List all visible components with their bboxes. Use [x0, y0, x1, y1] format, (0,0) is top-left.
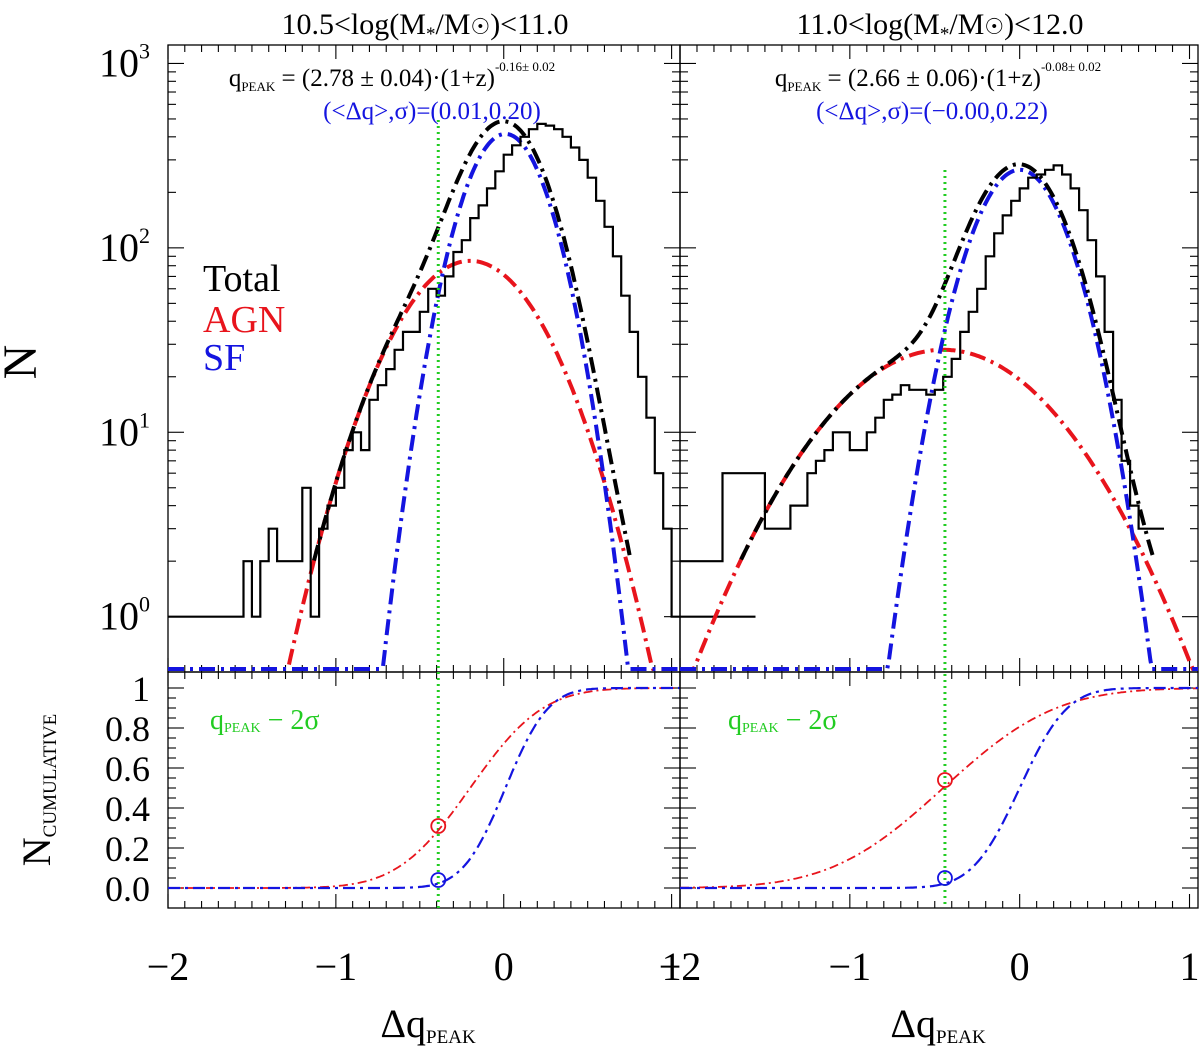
panel-1-histogram — [168, 122, 756, 618]
panel-2-total-fit-curve — [739, 162, 1156, 561]
panel-2-agn-cumulative-curve — [680, 687, 1198, 889]
cum-y-tick-label: 1 — [132, 669, 150, 709]
cum-y-tick-label: 0.0 — [105, 869, 150, 909]
panel-1-relation: qPEAK = (2.78 ± 0.04)·(1+z)-0.16± 0.02 — [229, 59, 555, 94]
y-tick-label-base: 10 — [99, 409, 139, 454]
y-tick-label: 103 — [99, 38, 150, 85]
panel-2-histogram — [680, 164, 1164, 563]
panel-1: qPEAK = (2.78 ± 0.04)·(1+z)-0.16± 0.02 (… — [167, 44, 756, 909]
panel-2-agn-fit-curve — [680, 347, 1198, 671]
y-axis-label-top: N — [0, 345, 47, 380]
x-tick-label: 0 — [1010, 944, 1030, 989]
panel-2-agn-threshold-marker — [937, 772, 953, 788]
panel-1-stats: (<Δq>,σ)=(0.01,0.20) — [323, 98, 541, 125]
x-axis-label-1: ΔqPEAK — [380, 1001, 476, 1048]
y-tick-label-exp: 0 — [139, 592, 150, 617]
panel-1-bottom-frame — [167, 671, 681, 909]
cum-y-tick-label: 0.6 — [105, 749, 150, 789]
panel-1-agn-cumulative-curve — [168, 687, 680, 889]
panel-1-ticks — [167, 45, 680, 908]
x-tick-label: −2 — [147, 944, 190, 989]
panel-2-relation: qPEAK = (2.66 ± 0.06)·(1+z)-0.08± 0.02 — [775, 59, 1101, 94]
panel-1-sf-threshold-marker — [430, 872, 447, 888]
cum-y-tick-label: 0.8 — [105, 709, 150, 749]
panel-2: qPEAK = (2.66 ± 0.06)·(1+z)-0.08± 0.02 (… — [679, 44, 1199, 909]
x-tick-label: −1 — [829, 944, 872, 989]
y-tick-label-base: 10 — [99, 40, 139, 85]
legend-sf: SF — [203, 337, 245, 379]
x-axis-label-2: ΔqPEAK — [890, 1001, 986, 1048]
panel-2-stats: (<Δq>,σ)=(−0.00,0.22) — [816, 98, 1048, 125]
panel-2-sf-cumulative-curve — [680, 686, 1198, 890]
x-tick-label: 1 — [662, 944, 682, 989]
y-tick-label: 100 — [99, 592, 150, 639]
panel-2-sf-threshold-marker — [937, 870, 953, 886]
x-tick-label: 1 — [1180, 944, 1200, 989]
y-tick-label-base: 10 — [99, 594, 139, 639]
panel-1-agn-threshold-marker — [430, 818, 447, 834]
y-tick-label: 102 — [99, 223, 150, 270]
panel-2-bottom-frame — [679, 671, 1199, 909]
y-axis-label-bottom: NCUMULATIVE — [14, 714, 61, 866]
y-tick-label-exp: 3 — [139, 38, 150, 63]
panel-2-top-frame — [679, 44, 1199, 673]
y-tick-label-exp: 1 — [139, 407, 150, 432]
panel-1-title: 10.5<log(M*/M☉)<11.0 — [282, 8, 569, 45]
legend-total: Total — [203, 258, 281, 300]
legend-agn: AGN — [203, 299, 285, 341]
panel-2-title: 11.0<log(M*/M☉)<12.0 — [797, 8, 1084, 45]
panel-1-threshold-label: qPEAK − 2σ — [210, 705, 319, 736]
cum-y-tick-label: 0.2 — [105, 829, 150, 869]
panel-1-sf-fit-curve — [168, 131, 680, 671]
cum-y-tick-label: 0.4 — [105, 789, 150, 829]
panel-2-sf-fit-curve — [680, 167, 1198, 671]
panel-1-total-fit-curve — [312, 119, 632, 562]
x-tick-label: −1 — [315, 944, 358, 989]
x-tick-label: −2 — [659, 944, 702, 989]
y-tick-label: 101 — [99, 407, 150, 454]
y-tick-label-base: 10 — [99, 225, 139, 270]
y-tick-label-exp: 2 — [139, 223, 150, 248]
panel-2-threshold-label: qPEAK − 2σ — [728, 705, 837, 736]
panel-1-sf-cumulative-curve — [168, 686, 680, 890]
x-tick-label: 0 — [494, 944, 514, 989]
